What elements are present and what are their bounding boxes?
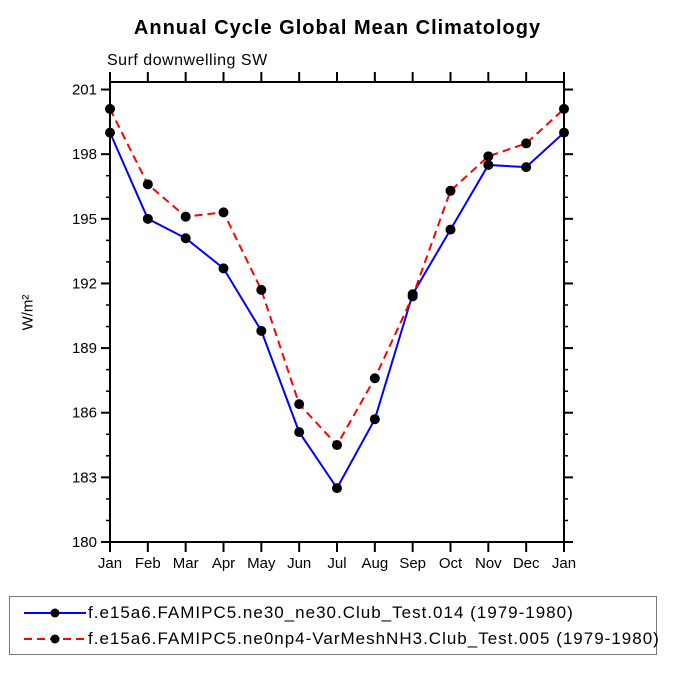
data-point-marker-series-1 bbox=[407, 291, 418, 302]
x-tick-label: Dec bbox=[513, 555, 540, 572]
legend-marker-dot-icon bbox=[50, 634, 60, 643]
legend-item-series-1: f.e15a6.FAMIPC5.ne30_ne30.Club_Test.014 … bbox=[10, 601, 656, 625]
legend-line-sample-solid bbox=[24, 608, 86, 617]
y-tick-label: 186 bbox=[72, 405, 97, 422]
data-point-marker-series-0 bbox=[105, 127, 115, 138]
y-tick-label: 189 bbox=[72, 340, 97, 357]
data-point-marker-series-1 bbox=[369, 373, 380, 384]
data-point-marker-series-1 bbox=[218, 207, 229, 218]
chart-plot-area: 180 183 186 189 192 195 198 201 Jan Feb Mar Apr May J… bbox=[72, 72, 576, 572]
data-point-marker-series-0 bbox=[142, 213, 153, 224]
data-point-marker-series-0 bbox=[445, 224, 456, 235]
legend-box: f.e15a6.FAMIPC5.ne30_ne30.Club_Test.014 … bbox=[9, 596, 659, 655]
legend-label: f.e15a6.FAMIPC5.ne30_ne30.Club_Test.014 … bbox=[88, 602, 574, 622]
x-tick-label: Jul bbox=[327, 555, 346, 572]
y-tick-label: 195 bbox=[72, 211, 97, 228]
data-point-marker-series-1 bbox=[332, 440, 342, 451]
data-point-marker-series-0 bbox=[294, 427, 305, 438]
y-tick-label: 198 bbox=[72, 146, 97, 163]
legend-marker-dot-icon bbox=[50, 608, 60, 617]
data-point-marker-series-0 bbox=[256, 325, 267, 336]
x-tick-label: Jan bbox=[552, 555, 576, 572]
data-point-marker-series-0 bbox=[369, 414, 380, 425]
data-point-marker-series-1 bbox=[294, 399, 305, 410]
x-tick-label: Oct bbox=[439, 555, 463, 572]
data-point-marker-series-1 bbox=[445, 185, 456, 196]
x-tick-label: May bbox=[247, 555, 276, 572]
x-tick-label: Apr bbox=[212, 555, 235, 572]
data-point-marker-series-0 bbox=[483, 159, 494, 170]
x-tick-label: Aug bbox=[361, 555, 388, 572]
plot-frame bbox=[109, 81, 565, 543]
x-tick-label: Sep bbox=[399, 555, 426, 572]
data-point-marker-series-1 bbox=[105, 103, 115, 114]
data-point-marker-series-1 bbox=[483, 151, 494, 162]
y-tick-label: 192 bbox=[72, 275, 97, 292]
series-line-0 bbox=[109, 131, 565, 491]
legend-item-series-2: f.e15a6.FAMIPC5.ne0np4-VarMeshNH3.Club_T… bbox=[10, 627, 659, 651]
data-point-marker-series-1 bbox=[521, 138, 532, 149]
data-point-marker-series-0 bbox=[521, 162, 532, 173]
x-tick-label: Nov bbox=[475, 555, 502, 572]
data-point-marker-series-1 bbox=[559, 103, 569, 114]
chart-title: Annual Cycle Global Mean Climatology bbox=[133, 17, 542, 39]
x-tick-label: Jan bbox=[98, 555, 122, 572]
series-line-1 bbox=[109, 108, 565, 447]
legend-label: f.e15a6.FAMIPC5.ne0np4-VarMeshNH3.Club_T… bbox=[88, 628, 660, 648]
y-tick-label: 180 bbox=[72, 534, 97, 551]
data-point-marker-series-0 bbox=[559, 127, 569, 138]
chart-subtitle: Surf downwelling SW bbox=[107, 52, 268, 69]
x-tick-label: Jun bbox=[287, 555, 311, 572]
x-tick-label: Feb bbox=[135, 555, 161, 572]
y-tick-label: 201 bbox=[72, 82, 97, 99]
data-point-marker-series-0 bbox=[218, 263, 229, 274]
data-point-marker-series-0 bbox=[180, 233, 191, 244]
legend-line-sample-dashed bbox=[24, 634, 86, 643]
data-point-marker-series-1 bbox=[142, 179, 153, 190]
y-tick-label: 183 bbox=[72, 469, 97, 486]
data-point-marker-series-0 bbox=[332, 483, 342, 494]
data-point-marker-series-1 bbox=[180, 211, 191, 222]
x-tick-label: Mar bbox=[173, 555, 199, 572]
data-point-marker-series-1 bbox=[256, 284, 267, 295]
